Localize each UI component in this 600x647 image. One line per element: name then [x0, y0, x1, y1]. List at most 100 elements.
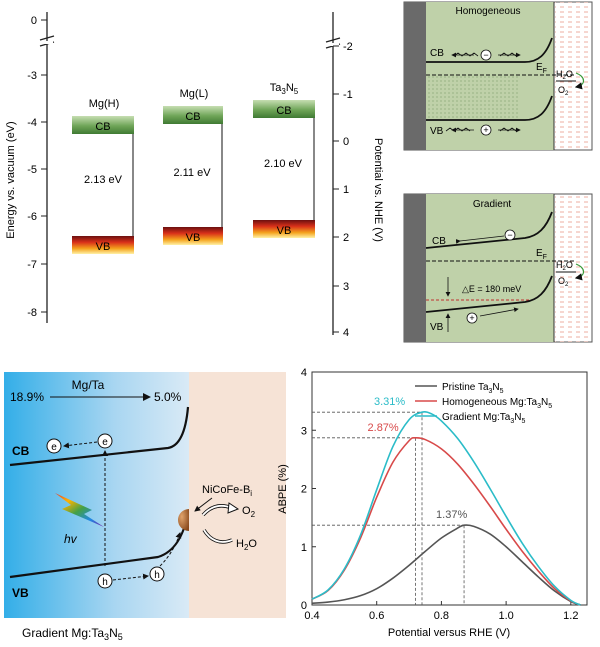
depletion-pattern — [426, 75, 520, 120]
fermi-label: EF — [536, 62, 547, 75]
vb-label: VB — [186, 232, 201, 244]
vb-label: VB — [12, 586, 29, 600]
cb-band — [253, 100, 315, 118]
band-gap-value: 2.10 eV — [264, 158, 303, 170]
y-tick-label: 3 — [301, 425, 307, 437]
left-axis-tick-label: -5 — [27, 164, 37, 176]
svg-text:−: − — [483, 50, 488, 60]
left-axis-break — [39, 35, 55, 41]
cb-label: CB — [430, 48, 444, 59]
electrolyte-region — [555, 194, 592, 342]
right-axis-break — [325, 37, 341, 43]
hole-symbol — [149, 566, 165, 582]
y-tick-label: 2 — [301, 484, 307, 496]
electron-symbol — [46, 438, 62, 454]
cb-label: CB — [276, 105, 291, 117]
sample-name: Ta3N5 — [270, 82, 299, 96]
chart-series — [311, 411, 581, 606]
electron-symbol — [504, 229, 516, 241]
vb-label: VB — [430, 322, 444, 333]
x-tick-label: 1.2 — [563, 610, 578, 622]
vb-edge — [426, 95, 553, 121]
cb-band — [72, 116, 134, 134]
cb-edge — [426, 37, 553, 63]
left-axis-tick-label: -7 — [27, 259, 37, 271]
cb-label: CB — [95, 121, 110, 133]
catalyst-particle — [178, 509, 189, 531]
photon-label: hv — [64, 532, 78, 546]
svg-text:e: e — [51, 442, 57, 453]
h2o-label: H2O — [556, 260, 573, 272]
left-axis-ticks: 0 -3 -4 -5 -6 -7 -8 — [27, 15, 47, 319]
right-axis-tick-label: -2 — [343, 41, 353, 53]
x-tick-label: 0.6 — [369, 610, 384, 622]
left-axis-tick-label: -6 — [27, 211, 37, 223]
legend-label-2: Gradient Mg:Ta3N5 — [442, 412, 526, 425]
sample-name: Mg(L) — [180, 88, 209, 100]
semiconductor-region — [426, 194, 554, 342]
cb-label: CB — [12, 444, 30, 458]
o2-label: O2 — [558, 85, 569, 97]
gradient-schematic: Mg/Ta 18.9% 5.0% CB VB e e h h hv NiCoFe… — [4, 372, 286, 642]
sample-mg-l: Mg(L) CB 2.11 eV VB — [163, 88, 223, 245]
legend-label-1: Homogeneous Mg:Ta3N5 — [442, 397, 552, 410]
left-ratio: 18.9% — [10, 390, 44, 404]
electrolyte-region — [189, 372, 286, 618]
o2-label: O2 — [242, 505, 256, 519]
delta-e-label: △E = 180 meV — [462, 284, 521, 294]
schematic-caption: Gradient Mg:Ta3N5 — [22, 626, 123, 642]
x-tick-label: 0.4 — [304, 610, 319, 622]
peak-label-2: 3.31% — [374, 396, 405, 408]
photoanode-region — [4, 372, 189, 618]
legend-label-0: Pristine Ta3N5 — [442, 382, 504, 395]
x-tick-label: 1.0 — [498, 610, 513, 622]
band-gap-value: 2.11 eV — [173, 167, 211, 179]
svg-text:h: h — [154, 570, 160, 581]
y-axis-label: ABPE (%) — [277, 464, 289, 514]
svg-text:+: + — [469, 313, 474, 323]
right-axis-ticks: -2 -1 0 1 2 3 4 — [333, 41, 353, 339]
hole-symbol — [97, 573, 113, 589]
lightning-icon — [55, 493, 104, 527]
svg-text:e: e — [102, 437, 108, 448]
cb-label: CB — [432, 236, 446, 247]
x-tick-label: 0.8 — [434, 610, 449, 622]
hole-symbol — [480, 124, 492, 136]
right-ratio: 5.0% — [154, 390, 182, 404]
h2o-label: H2O — [236, 538, 257, 552]
sample-mg-h: Mg(H) CB 2.13 eV VB — [72, 98, 134, 254]
abpe-chart: 0.4 0.6 0.8 1.0 1.2 0 1 2 3 4 1.37% 2.87% 3.31% Pri… — [277, 367, 588, 639]
o2-label: O2 — [558, 276, 569, 288]
vb-band — [72, 236, 134, 254]
series-line-0 — [311, 524, 581, 606]
right-axis-tick-label: -1 — [343, 89, 353, 101]
peak-labels: 1.37% 2.87% 3.31% — [368, 396, 468, 521]
y-tick-label: 1 — [301, 542, 307, 554]
electron-symbol — [97, 433, 113, 449]
series-line-1 — [311, 436, 581, 606]
hole-symbol — [466, 312, 478, 324]
homogeneous-band-diagram: Homogeneous CB VB EF − + H2O O2 — [403, 1, 593, 151]
vb-label: VB — [277, 225, 292, 237]
left-axis-tick-label: -3 — [27, 70, 37, 82]
back-contact — [404, 2, 426, 150]
left-axis-tick-label: -8 — [27, 307, 37, 319]
fermi-label: EF — [536, 248, 547, 261]
band-position-panel: 0-3-4-5-6-7-8 Energy vs. vacuum (eV) -2-… — [5, 12, 384, 339]
chart-ticks: 0.4 0.6 0.8 1.0 1.2 0 1 2 3 4 — [301, 367, 579, 622]
panel-title: Gradient — [473, 199, 512, 210]
cb-edge — [425, 211, 553, 249]
left-axis-label: Energy vs. vacuum (eV) — [5, 121, 17, 238]
cb-edge — [9, 406, 190, 467]
svg-text:+: + — [483, 125, 488, 135]
right-axis-tick-label: 0 — [343, 136, 349, 148]
gradient-band-diagram: Gradient CB VB EF − △E = 180 meV + H2O O… — [403, 193, 593, 343]
back-contact — [404, 194, 426, 342]
sample-name: Mg(H) — [89, 98, 120, 110]
vb-label: VB — [430, 126, 444, 137]
cb-band — [163, 106, 223, 124]
right-axis-tick-label: 3 — [343, 281, 349, 293]
catalyst-label: NiCoFe-Bi — [202, 484, 252, 498]
right-axis-tick-label: 1 — [343, 184, 349, 196]
y-tick-label: 0 — [301, 600, 307, 612]
